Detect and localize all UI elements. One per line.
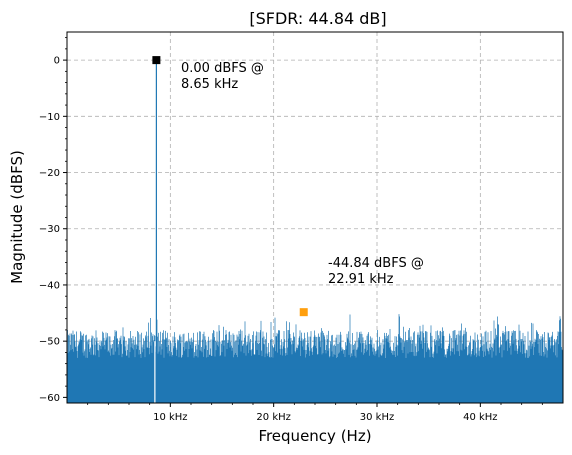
noise-floor-band [67, 369, 563, 403]
y-tick-label-2: −20 [39, 168, 60, 179]
markers [152, 56, 308, 317]
x-tick-label-1: 20 kHz [256, 412, 290, 423]
x-tick-label-0: 10 kHz [153, 412, 187, 423]
y-tick-label-4: −40 [39, 280, 60, 291]
fundamental-annotation-line1: 0.00 dBFS @ [181, 61, 264, 76]
y-tick-label-0: 0 [54, 56, 60, 67]
spectrum-series [66, 60, 564, 403]
axes: 0 −10 −20 −30 −40 −50 −60 10 kHz 20 kHz 30 kHz 40 … [39, 37, 543, 423]
x-tick-label-2: 30 kHz [360, 412, 394, 423]
y-tick-label-1: −10 [39, 112, 60, 123]
spur-marker [299, 308, 308, 317]
fundamental-annotation: 0.00 dBFS @ 8.65 kHz [181, 61, 268, 92]
y-tick-label-6: −60 [39, 393, 60, 404]
x-tick-label-3: 40 kHz [463, 412, 497, 423]
fundamental-annotation-line2: 8.65 kHz [181, 77, 238, 92]
y-tick-label-5: −50 [39, 337, 60, 348]
chart-title: [SFDR: 44.84 dB] [249, 9, 386, 28]
fundamental-marker [152, 56, 161, 65]
y-tick-label-3: −30 [39, 224, 60, 235]
x-axis-label: Frequency (Hz) [258, 427, 371, 445]
y-axis-label: Magnitude (dBFS) [8, 150, 26, 284]
spur-annotation-line1: -44.84 dBFS @ [328, 256, 424, 271]
spur-annotation: -44.84 dBFS @ 22.91 kHz [328, 256, 428, 287]
spur-annotation-line2: 22.91 kHz [328, 272, 394, 287]
